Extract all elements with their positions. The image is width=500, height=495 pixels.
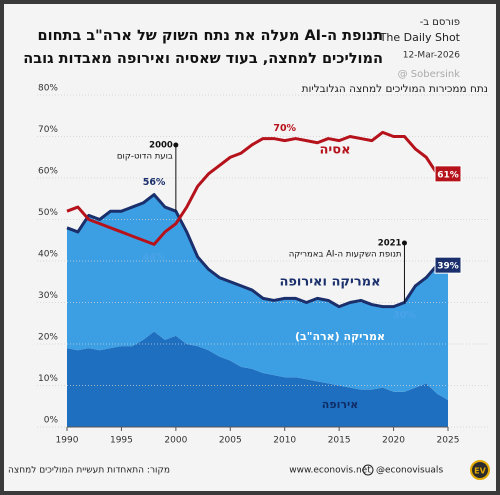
value-label: 70% — [273, 123, 296, 134]
annotation-dot — [401, 240, 407, 246]
publisher-date: 12-Mar-2026 — [403, 51, 461, 61]
series-label: אמריקה ואירופה — [279, 275, 380, 290]
x-tick-label: 1990 — [56, 436, 79, 446]
area — [67, 331, 448, 427]
value-label: 61% — [437, 170, 459, 180]
line — [66, 193, 448, 309]
x-tick-label: 2025 — [437, 436, 460, 446]
y-tick-label: 40% — [38, 250, 58, 260]
line — [66, 130, 448, 246]
area — [67, 194, 448, 401]
annotation-text: בועת הדוט-קום — [117, 152, 173, 162]
y-tick-label: 10% — [38, 374, 58, 384]
series-label: אסיה — [319, 143, 350, 158]
subtitle: נתח ממכירות המוליכים למחצה הגלובליות — [302, 83, 488, 95]
title-line: המוליכים למחצה, בעוד שאסיה ואירופה מאבדו… — [23, 51, 383, 67]
annotation-text: תנופת השקעות ה-AI באמריקה — [289, 250, 402, 260]
series-label: אירופה — [322, 398, 358, 411]
series-label: אמריקה (ארה"ב) — [295, 330, 385, 343]
plot — [37, 94, 488, 428]
annotation-year: 2021 — [378, 239, 402, 249]
value-label: 44% — [143, 252, 166, 263]
y-tick-label: 50% — [38, 208, 58, 218]
value-label: 30% — [393, 310, 416, 321]
value-label: 56% — [143, 177, 166, 188]
publisher: The Daily Shot — [379, 31, 461, 44]
social-icon — [362, 464, 374, 476]
title-line: תנופת ה-AI מעלה את נתח השוק של ארה"ב בתח… — [38, 28, 384, 44]
annotation-dot — [173, 142, 179, 148]
y-tick-label: 80% — [38, 84, 58, 94]
x-tick-label: 1995 — [110, 436, 133, 446]
y-tick-label: 20% — [38, 333, 58, 343]
site: www.econovis.net — [289, 466, 371, 476]
y-tick-label: 30% — [38, 291, 58, 301]
value-label-box — [434, 256, 462, 274]
annotation-year: 2000 — [149, 141, 173, 151]
x-tick-label: 2020 — [382, 436, 405, 446]
handle: @econovisuals — [376, 466, 443, 476]
y-tick-label: 70% — [38, 125, 58, 135]
logo-text: EV — [474, 467, 486, 476]
x-tick-label: 2000 — [164, 436, 187, 446]
x-tick-label: 2005 — [219, 436, 242, 446]
y-tick-label: 0% — [44, 416, 59, 426]
watermark: @ Sobersink — [398, 69, 461, 80]
logo — [470, 460, 490, 480]
publisher: פורסם ב- — [420, 17, 460, 28]
value-label: 39% — [437, 262, 459, 272]
y-tick-label: 60% — [38, 167, 58, 177]
source: מקור: התאחדות תעשיית המוליכים למחצה — [8, 466, 170, 476]
value-label-box — [434, 165, 462, 183]
x-tick-label: 2010 — [273, 436, 296, 446]
x-tick-label: 2015 — [328, 436, 351, 446]
